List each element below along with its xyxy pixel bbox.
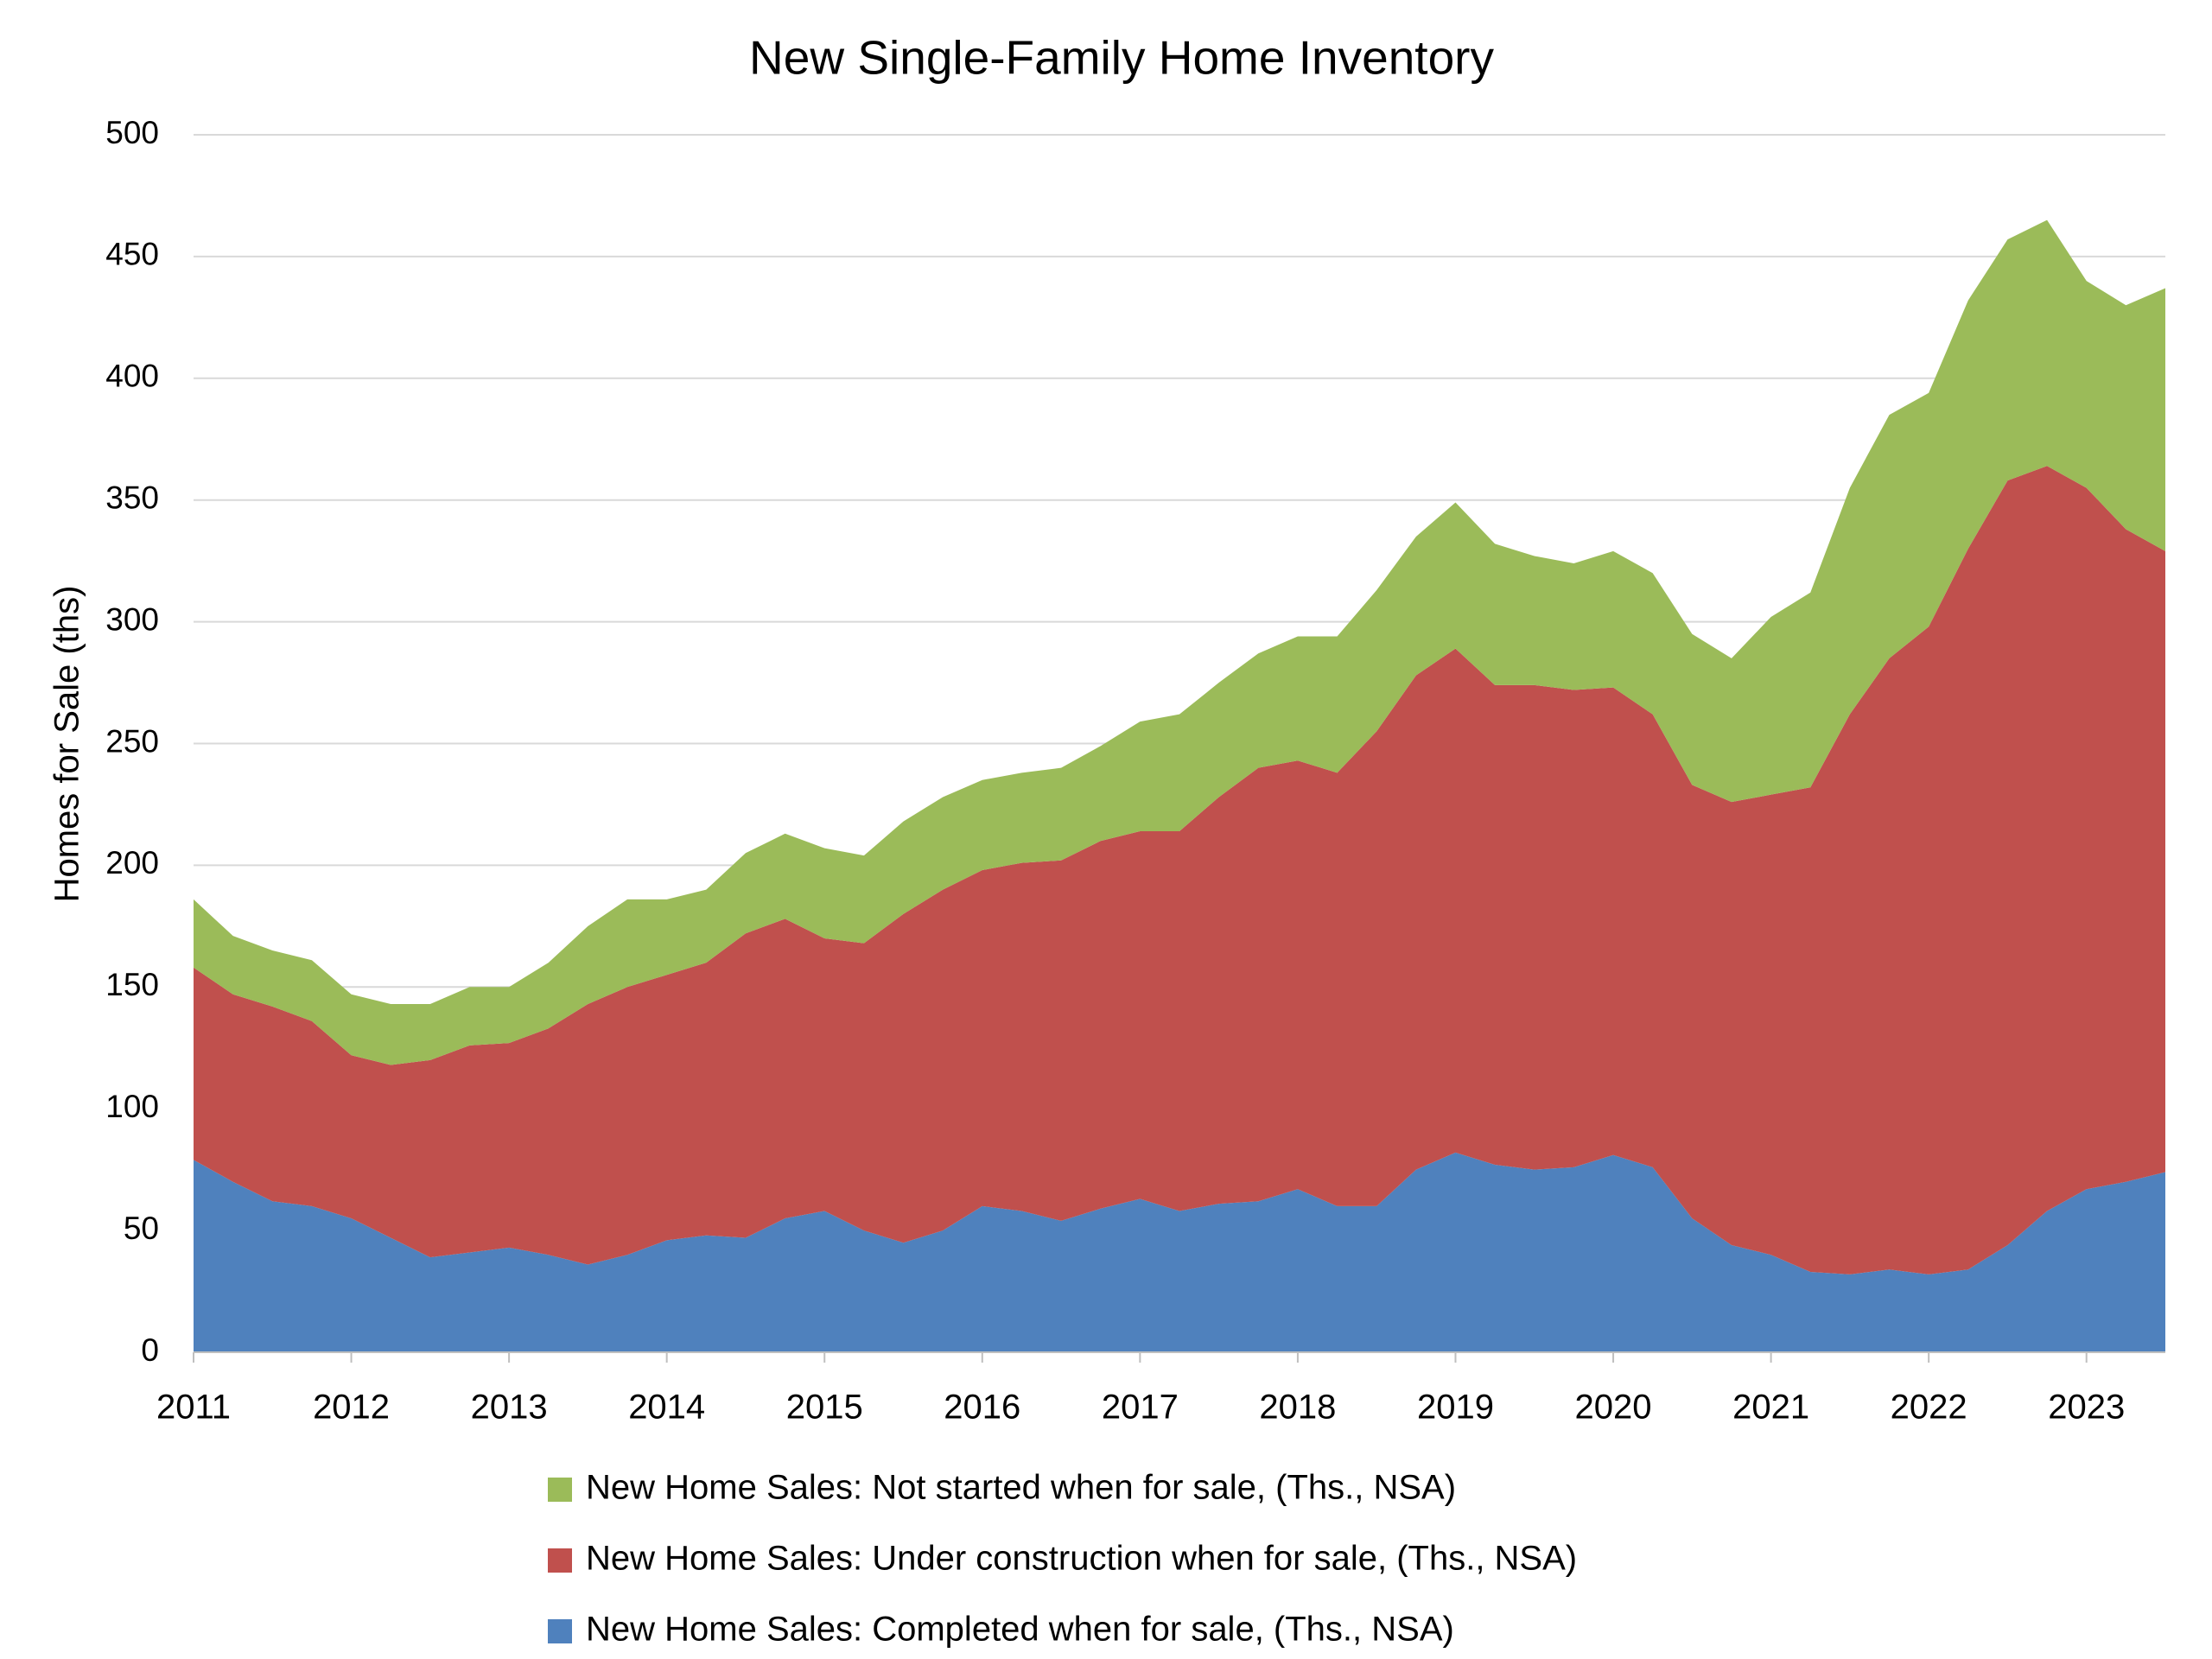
chart-title: New Single-Family Home Inventory xyxy=(749,31,1494,85)
x-tick-label: 2023 xyxy=(2048,1389,2125,1427)
x-tick-label: 2020 xyxy=(1575,1389,1652,1427)
x-tick-label: 2012 xyxy=(313,1389,390,1427)
y-axis-label: Homes for Sale (ths) xyxy=(48,586,86,903)
legend-label: New Home Sales: Not started when for sal… xyxy=(586,1469,1456,1507)
x-tick-label: 2021 xyxy=(1732,1389,1809,1427)
y-tick-label: 200 xyxy=(105,845,159,880)
y-tick-label: 500 xyxy=(105,115,159,150)
x-tick-label: 2022 xyxy=(1891,1389,1967,1427)
area xyxy=(194,219,2165,1065)
y-tick-label: 350 xyxy=(105,480,159,515)
y-tick-label: 100 xyxy=(105,1089,159,1124)
area xyxy=(194,1152,2165,1352)
y-tick-label: 300 xyxy=(105,601,159,637)
x-tick-label: 2018 xyxy=(1259,1389,1336,1427)
x-tick-label: 2011 xyxy=(156,1389,231,1427)
area xyxy=(194,466,2165,1274)
legend-label: New Home Sales: Completed when for sale,… xyxy=(586,1611,1454,1649)
y-tick-label: 50 xyxy=(124,1211,159,1246)
y-tick-label: 0 xyxy=(141,1332,159,1368)
y-tick-label: 400 xyxy=(105,359,159,394)
y-tick-label: 450 xyxy=(105,237,159,272)
legend-swatch xyxy=(548,1478,572,1502)
x-tick-label: 2019 xyxy=(1417,1389,1494,1427)
x-tick-label: 2016 xyxy=(944,1389,1020,1427)
legend-label: New Home Sales: Under construction when … xyxy=(586,1540,1577,1578)
x-tick-label: 2017 xyxy=(1102,1389,1179,1427)
y-tick-label: 150 xyxy=(105,967,159,1002)
y-tick-label: 250 xyxy=(105,723,159,759)
legend-swatch xyxy=(548,1548,572,1573)
x-tick-label: 2014 xyxy=(628,1389,705,1427)
x-tick-label: 2013 xyxy=(471,1389,548,1427)
x-tick-label: 2015 xyxy=(786,1389,863,1427)
legend-swatch xyxy=(548,1619,572,1643)
